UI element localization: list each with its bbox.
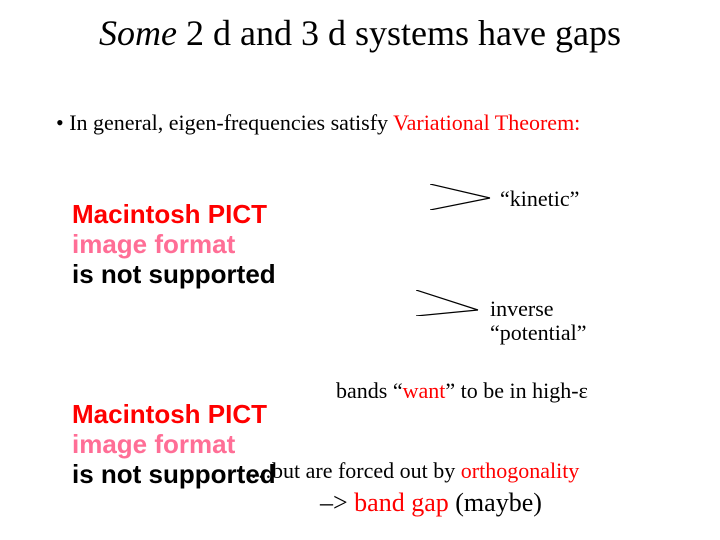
bullet-line: • In general, eigen-frequencies satisfy … <box>56 110 580 136</box>
bullet-prefix: • In general, eigen-frequencies satisfy <box>56 110 393 135</box>
bandgap-line: –> band gap (maybe) <box>320 488 542 518</box>
bandgap-post: (maybe) <box>449 488 542 517</box>
orth-red: orthogonality <box>461 458 580 483</box>
pict-line3: is not supported <box>72 260 276 290</box>
slide-title: Some 2 d and 3 d systems have gaps <box>0 14 720 54</box>
pict-line1: Macintosh PICT <box>72 200 276 230</box>
pict-placeholder-2: Macintosh PICT image format is not suppo… <box>72 400 276 490</box>
title-rest: 2 d and 3 d systems have gaps <box>177 13 621 53</box>
pict2-line1: Macintosh PICT <box>72 400 276 430</box>
bands-line: bands “want” to be in high-ε <box>336 378 588 404</box>
bands-pre: bands “ <box>336 378 403 403</box>
slide-root: { "title": { "italic": "Some", "rest": "… <box>0 0 720 540</box>
pict2-line2: image format <box>72 430 276 460</box>
pict2-line3: is not supported <box>72 460 276 490</box>
bands-want: want <box>403 378 446 403</box>
bands-eps: ε <box>579 378 588 403</box>
title-italic: Some <box>99 13 177 53</box>
pict-placeholder-1: Macintosh PICT image format is not suppo… <box>72 200 276 290</box>
bands-post: ” to be in high- <box>445 378 578 403</box>
bandgap-red: band gap <box>354 488 449 517</box>
label-kinetic: “kinetic” <box>500 186 579 212</box>
label-potential: “potential” <box>490 320 587 346</box>
orth-pre: …but are forced out by <box>250 458 461 483</box>
connector-inverse <box>416 290 486 316</box>
bullet-red: Variational Theorem: <box>393 110 580 135</box>
label-inverse: inverse <box>490 296 554 322</box>
orthogonality-line: …but are forced out by orthogonality <box>250 458 579 484</box>
pict-line2: image format <box>72 230 276 260</box>
connector-kinetic <box>430 184 502 210</box>
bandgap-pre: –> <box>320 488 354 517</box>
